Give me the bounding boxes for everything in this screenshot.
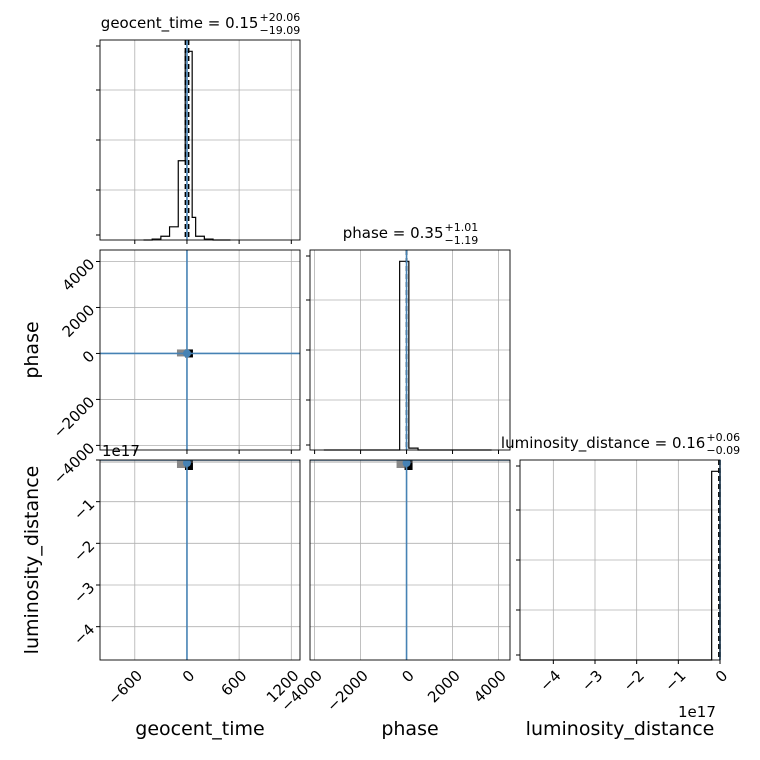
panel-frame [99, 249, 301, 451]
x-axis-label-luminosity_distance: luminosity_distance [526, 718, 715, 740]
x-axis-label-geocent_time: geocent_time [135, 718, 264, 740]
y-tick-label-group: 2000 [59, 301, 99, 341]
y-offset-text-luminosity_distance: 1e17 [102, 442, 140, 460]
panel-title-geocent_time: geocent_time = 0.15 [101, 14, 259, 33]
x-tick-label-group: 600 [217, 667, 250, 700]
histogram-panel-phase: phase = 0.35 +1.01−1.19 [306, 221, 511, 454]
y-tick-label-group: −4000 [50, 439, 99, 488]
x-offset-text-luminosity_distance: 1e17 [678, 703, 716, 721]
x-tick-label-group: −2000 [323, 667, 372, 716]
y-tick-label-phase: 4000 [59, 255, 99, 295]
x-tick-label-group: −4 [536, 667, 564, 695]
panel-frame [309, 249, 511, 451]
panel-frame [309, 459, 511, 661]
panel-frame [99, 459, 301, 661]
panel-content [100, 250, 300, 450]
y-axis-label-phase: phase [21, 321, 43, 378]
x-tick-label-group: 0 [398, 667, 417, 686]
truth-marker [182, 349, 191, 358]
title-prefix: luminosity_distance = 0.16 [501, 434, 705, 453]
title-plus-error: +20.06 [259, 11, 300, 24]
title-minus-error: −19.09 [259, 24, 300, 37]
x-tick-label-luminosity_distance: −1 [661, 667, 689, 695]
panel-frame [519, 459, 721, 661]
title-prefix: phase = 0.35 [343, 224, 444, 242]
y-tick-label-group: −3 [70, 579, 98, 607]
x-tick-label-luminosity_distance: −3 [578, 667, 606, 695]
scatter-panel-luminosity_distance-vs-phase [309, 459, 511, 661]
x-tick-label-group: 0 [179, 667, 198, 686]
y-tick-label-group: −4 [70, 620, 98, 648]
y-tick-label-group: 4000 [59, 255, 99, 295]
x-tick-label-geocent_time: 600 [217, 667, 250, 700]
density-shade [396, 460, 407, 468]
title-plus-error: +0.06 [706, 431, 740, 444]
histogram-step-line [323, 260, 492, 451]
panel-title-luminosity_distance: luminosity_distance = 0.16 [501, 434, 705, 453]
x-tick-label-luminosity_distance: −2 [620, 667, 648, 695]
title-plus-error: +1.01 [445, 221, 479, 234]
x-tick-label-group: 4000 [470, 667, 510, 707]
y-tick-label-group: 0 [79, 347, 98, 366]
panel-content [100, 460, 300, 660]
x-tick-label-group: −2 [620, 667, 648, 695]
y-tick-label-group: −2000 [50, 393, 99, 442]
y-tick-label-phase: 0 [79, 347, 98, 366]
x-tick-label-luminosity_distance: −4 [536, 667, 564, 695]
y-tick-label-group: −1 [70, 495, 98, 523]
y-axis-label-luminosity_distance: luminosity_distance [21, 466, 43, 655]
histogram-panel-geocent_time: geocent_time = 0.15 +20.06−19.09 [96, 11, 301, 244]
x-tick-label-group: −600 [104, 667, 146, 709]
panel-content [310, 460, 510, 660]
y-tick-label-phase: −4000 [50, 439, 99, 488]
panel-frame [99, 39, 301, 241]
y-tick-label-phase: 2000 [59, 301, 99, 341]
y-tick-label-luminosity_distance: −1 [70, 495, 98, 523]
y-tick-label-luminosity_distance: −3 [70, 579, 98, 607]
y-tick-label-luminosity_distance: −2 [70, 537, 98, 565]
x-tick-label-phase: 4000 [470, 667, 510, 707]
x-tick-label-group: −1 [661, 667, 689, 695]
x-tick-label-geocent_time: 0 [179, 667, 198, 686]
x-tick-label-group: 0 [712, 667, 731, 686]
title-prefix: geocent_time = 0.15 [101, 14, 259, 33]
x-tick-label-geocent_time: −600 [104, 667, 146, 709]
x-axis-label-phase: phase [381, 718, 438, 740]
x-tick-label-group: 2000 [424, 667, 464, 707]
x-tick-label-group: −3 [578, 667, 606, 695]
y-tick-label-luminosity_distance: −4 [70, 620, 98, 648]
title-minus-error: −0.09 [706, 444, 740, 457]
x-tick-label-phase: −2000 [323, 667, 372, 716]
panel-title-phase: phase = 0.35 [343, 224, 444, 242]
x-tick-label-phase: 0 [398, 667, 417, 686]
scatter-panel-phase-vs-geocent_time [96, 249, 301, 454]
x-tick-label-phase: 2000 [424, 667, 464, 707]
truth-marker [402, 460, 411, 467]
truth-marker [182, 460, 191, 467]
histogram-panel-luminosity_distance: luminosity_distance = 0.16 +0.06−0.09 [501, 431, 740, 664]
title-minus-error: −1.19 [445, 234, 479, 247]
histogram-step-line [520, 470, 721, 661]
y-tick-label-group: −2 [70, 537, 98, 565]
scatter-panel-luminosity_distance-vs-geocent_time [96, 459, 301, 661]
density-shade [176, 460, 187, 468]
y-tick-label-phase: −2000 [50, 393, 99, 442]
x-tick-label-luminosity_distance: 0 [712, 667, 731, 686]
